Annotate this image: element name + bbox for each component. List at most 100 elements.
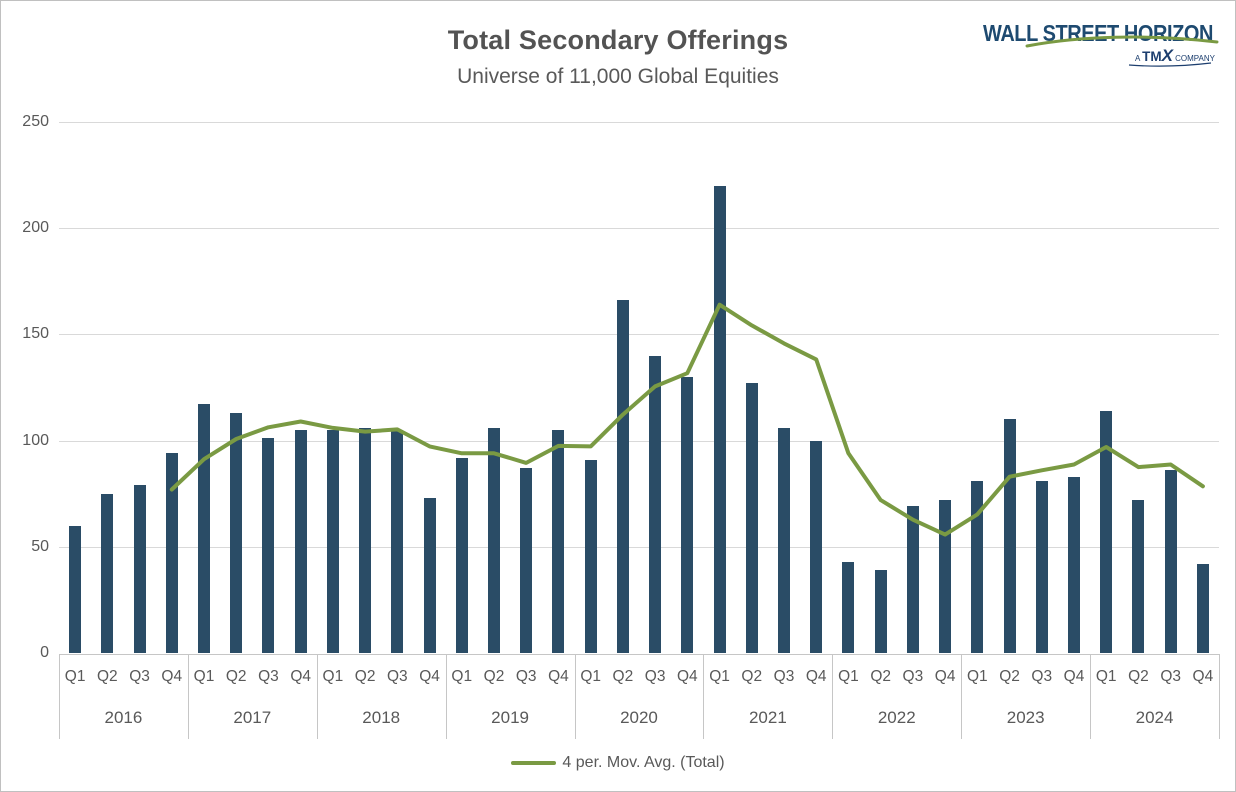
bar-2024-Q4 — [1196, 563, 1209, 653]
x-axis-year-label-2017: 2017 — [233, 708, 272, 727]
bar-2021-Q4 — [810, 440, 823, 653]
x-axis-quarter-label: Q3 — [386, 668, 408, 685]
bar-2020-Q3 — [649, 355, 662, 653]
bar-2024-Q2 — [1132, 500, 1145, 653]
tagline-company: COMPANY — [1173, 54, 1216, 63]
x-axis-year-label-2021: 2021 — [748, 708, 787, 727]
bar-2021-Q2 — [745, 383, 758, 653]
x-axis-quarter-label: Q1 — [322, 668, 344, 685]
bar-2022-Q3 — [906, 506, 919, 653]
year-divider — [832, 654, 834, 739]
x-axis-quarter-label: Q1 — [64, 668, 86, 685]
x-axis-quarter-label: Q3 — [129, 668, 150, 685]
x-axis-year-label-2016: 2016 — [104, 708, 143, 727]
x-axis-quarter-label: Q3 — [258, 668, 279, 685]
x-axis-quarter-label: Q1 — [709, 668, 730, 685]
bar-2021-Q3 — [778, 427, 790, 653]
year-divider — [1219, 654, 1220, 739]
legend-label: 4 per. Mov. Avg. (Total) — [562, 754, 725, 771]
y-axis-tick-label-50: 50 — [31, 537, 49, 555]
bar-2022-Q2 — [874, 570, 887, 653]
bar-2016-Q2 — [101, 493, 114, 653]
y-axis-tick-label-250: 250 — [22, 113, 49, 130]
gridline-150 — [59, 334, 1219, 336]
y-axis-tick-label-100: 100 — [22, 431, 49, 449]
x-axis-quarter-label: Q3 — [644, 668, 666, 685]
x-axis-quarter-label: Q4 — [548, 668, 569, 685]
legend: 4 per. Mov. Avg. (Total) — [1, 754, 1235, 772]
x-axis-line — [59, 654, 1219, 655]
x-axis-year-label-2022: 2022 — [877, 708, 916, 727]
gridline-50 — [59, 546, 1219, 548]
x-axis-quarter-label: Q2 — [225, 668, 247, 685]
bar-2023-Q1 — [971, 480, 984, 653]
year-divider — [59, 654, 60, 739]
x-axis-quarter-label: Q4 — [1192, 668, 1214, 685]
year-divider — [187, 654, 189, 739]
bar-2017-Q4 — [294, 429, 307, 653]
legend-line-swatch — [511, 761, 557, 765]
bar-2023-Q3 — [1035, 480, 1048, 653]
bar-2023-Q2 — [1003, 419, 1016, 653]
year-divider — [445, 654, 447, 739]
bar-2020-Q2 — [616, 300, 629, 653]
x-axis-quarter-label: Q3 — [773, 668, 795, 685]
x-axis-quarter-label: Q4 — [290, 668, 311, 685]
x-axis-quarter-label: Q2 — [999, 668, 1020, 685]
year-divider — [316, 654, 318, 739]
x-axis-quarter-label: Q2 — [354, 668, 376, 685]
x-axis-quarter-label: Q1 — [580, 668, 601, 685]
x-axis-quarter-label: Q3 — [1031, 668, 1053, 685]
x-axis-quarter-label: Q3 — [515, 668, 537, 685]
bar-2016-Q3 — [133, 485, 146, 653]
bar-2018-Q1 — [326, 429, 339, 653]
x-axis-quarter-label: Q4 — [676, 668, 698, 685]
bar-2019-Q3 — [520, 468, 533, 653]
x-axis-quarter-label: Q2 — [1128, 668, 1149, 685]
year-divider — [1090, 654, 1092, 739]
x-axis-quarter-label: Q2 — [612, 668, 634, 685]
bar-2020-Q4 — [681, 376, 694, 653]
logo-tagline: A TMX COMPANY — [1135, 46, 1216, 65]
x-axis-quarter-label: Q1 — [193, 668, 215, 685]
bar-2023-Q4 — [1068, 476, 1080, 653]
bar-2017-Q1 — [198, 404, 210, 653]
bar-2017-Q2 — [230, 412, 243, 653]
tagline-x: X — [1161, 46, 1175, 65]
year-divider — [961, 654, 963, 739]
tagline-a: A — [1135, 54, 1142, 63]
x-axis-quarter-label: Q4 — [934, 668, 956, 685]
x-axis-quarter-label: Q2 — [483, 668, 505, 685]
page-subtitle: Universe of 11,000 Global Equities — [457, 65, 779, 88]
y-axis-tick-label-200: 200 — [22, 219, 49, 237]
logo-swoosh-icon — [1025, 35, 1219, 48]
x-axis-quarter-label: Q2 — [96, 668, 118, 685]
gridline-250 — [59, 122, 1219, 123]
bar-2019-Q4 — [552, 429, 565, 653]
x-axis-quarter-label: Q1 — [451, 668, 473, 685]
bar-2019-Q1 — [455, 457, 468, 653]
brand-logo: WALL STREET HORIZON A TMX COMPANY — [979, 15, 1219, 69]
x-axis-quarter-label: Q3 — [902, 668, 924, 685]
year-divider — [574, 654, 576, 739]
bar-2016-Q1 — [69, 525, 82, 653]
wall-street-horizon-logo: WALL STREET HORIZON A TMX COMPANY — [983, 20, 1219, 67]
bar-2016-Q4 — [165, 453, 178, 653]
x-axis-quarter-label: Q2 — [741, 668, 763, 685]
bar-2024-Q3 — [1164, 470, 1177, 653]
bar-2022-Q1 — [842, 561, 855, 653]
bar-2022-Q4 — [939, 500, 952, 653]
year-divider — [703, 654, 705, 739]
bar-2017-Q3 — [262, 438, 275, 653]
x-axis-year-label-2020: 2020 — [620, 708, 658, 727]
bar-2018-Q2 — [359, 427, 372, 653]
tagline-tm: TM — [1142, 49, 1162, 64]
page-title: Total Secondary Offerings — [447, 25, 789, 55]
x-axis-quarter-label: Q4 — [419, 668, 440, 685]
tagline-underline-swoosh-icon — [1128, 62, 1212, 67]
x-axis-year-label-2018: 2018 — [362, 708, 401, 727]
gridline-200 — [59, 228, 1219, 230]
x-axis-quarter-label: Q3 — [1160, 668, 1181, 685]
x-axis-quarter-label: Q4 — [805, 668, 827, 685]
